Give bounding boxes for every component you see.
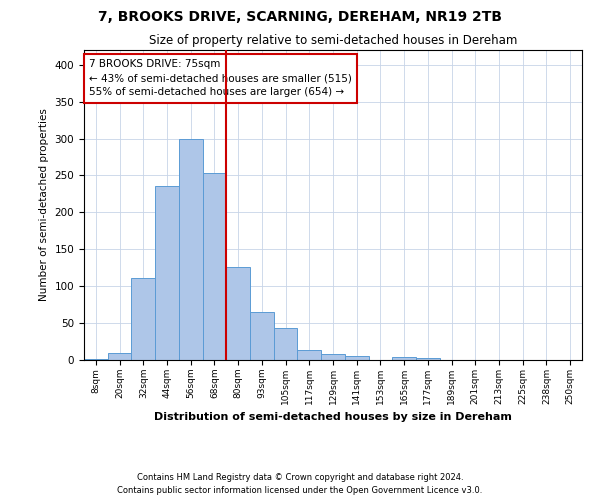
X-axis label: Distribution of semi-detached houses by size in Dereham: Distribution of semi-detached houses by …	[154, 412, 512, 422]
Bar	[392, 357, 416, 360]
Bar	[226, 267, 250, 360]
Y-axis label: Number of semi-detached properties: Number of semi-detached properties	[39, 108, 49, 302]
Bar	[298, 350, 321, 360]
Bar	[108, 352, 131, 360]
Bar	[203, 174, 226, 360]
Text: 7 BROOKS DRIVE: 75sqm
← 43% of semi-detached houses are smaller (515)
55% of sem: 7 BROOKS DRIVE: 75sqm ← 43% of semi-deta…	[89, 60, 352, 98]
Bar	[345, 356, 368, 360]
Bar	[250, 312, 274, 360]
Bar	[321, 354, 345, 360]
Title: Size of property relative to semi-detached houses in Dereham: Size of property relative to semi-detach…	[149, 34, 517, 48]
Bar	[416, 358, 440, 360]
Text: 7, BROOKS DRIVE, SCARNING, DEREHAM, NR19 2TB: 7, BROOKS DRIVE, SCARNING, DEREHAM, NR19…	[98, 10, 502, 24]
Bar	[179, 138, 203, 360]
Bar	[84, 358, 108, 360]
Bar	[131, 278, 155, 360]
Text: Contains HM Land Registry data © Crown copyright and database right 2024.
Contai: Contains HM Land Registry data © Crown c…	[118, 473, 482, 495]
Bar	[274, 328, 298, 360]
Bar	[155, 186, 179, 360]
